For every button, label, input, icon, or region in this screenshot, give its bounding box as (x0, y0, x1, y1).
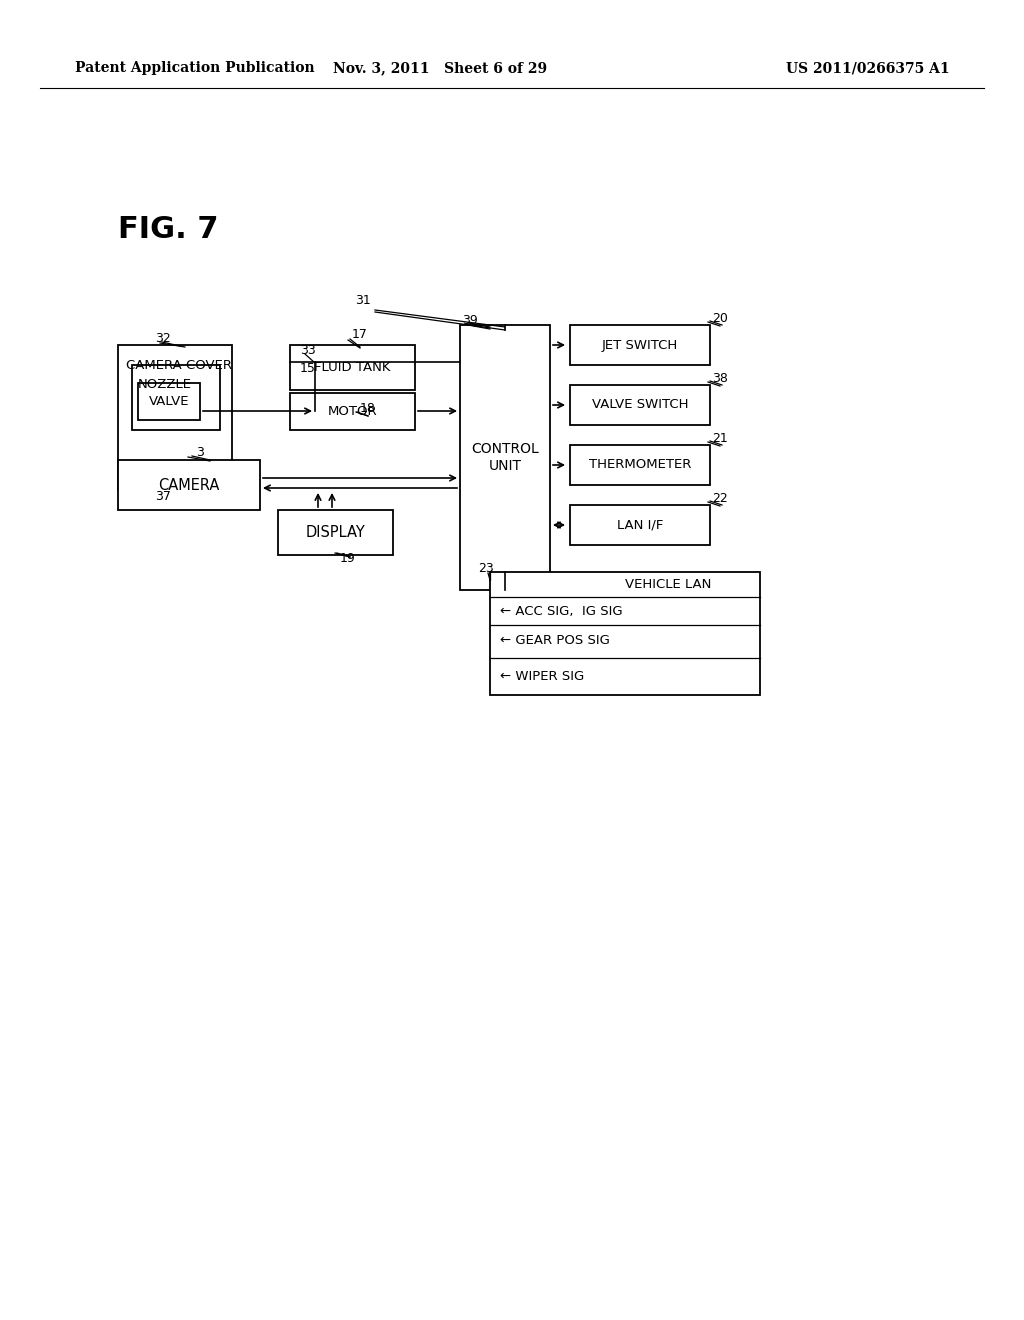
Text: 39: 39 (462, 314, 478, 326)
Text: 20: 20 (712, 312, 728, 325)
Bar (570, 325, 710, 366)
Bar (118, 459, 260, 510)
Text: 31: 31 (355, 293, 371, 306)
Text: JET SWITCH: JET SWITCH (602, 338, 678, 351)
Bar (290, 393, 415, 430)
Text: 19: 19 (340, 552, 355, 565)
Bar (460, 325, 550, 590)
Text: 33: 33 (300, 343, 315, 356)
Text: 18: 18 (360, 401, 376, 414)
Bar (570, 506, 710, 545)
Text: FLUID TANK: FLUID TANK (314, 360, 391, 374)
Text: Nov. 3, 2011   Sheet 6 of 29: Nov. 3, 2011 Sheet 6 of 29 (333, 61, 547, 75)
Text: 38: 38 (712, 371, 728, 384)
Bar (138, 383, 200, 420)
Text: 37: 37 (155, 490, 171, 503)
Text: THERMOMETER: THERMOMETER (589, 458, 691, 471)
Text: 15: 15 (300, 362, 315, 375)
Text: NOZZLE: NOZZLE (138, 378, 193, 391)
Text: LAN I/F: LAN I/F (616, 519, 664, 532)
Text: ← GEAR POS SIG: ← GEAR POS SIG (500, 635, 610, 648)
Text: FIG. 7: FIG. 7 (118, 215, 218, 244)
Text: CAMERA COVER: CAMERA COVER (126, 359, 232, 372)
Bar (290, 345, 415, 389)
Bar (118, 345, 232, 490)
Text: 3: 3 (196, 446, 204, 458)
Text: DISPLAY: DISPLAY (305, 525, 366, 540)
Text: US 2011/0266375 A1: US 2011/0266375 A1 (786, 61, 950, 75)
Bar (278, 510, 393, 554)
Bar (570, 445, 710, 484)
Bar (570, 385, 710, 425)
Text: 32: 32 (155, 331, 171, 345)
Text: Patent Application Publication: Patent Application Publication (75, 61, 314, 75)
Text: MOTOR: MOTOR (328, 405, 377, 418)
Bar (132, 366, 220, 430)
Text: VALVE SWITCH: VALVE SWITCH (592, 399, 688, 412)
Text: ← WIPER SIG: ← WIPER SIG (500, 669, 585, 682)
Text: VEHICLE LAN: VEHICLE LAN (625, 578, 712, 591)
Text: CAMERA: CAMERA (159, 478, 220, 492)
Text: CONTROL
UNIT: CONTROL UNIT (471, 442, 539, 473)
Bar (490, 572, 760, 696)
Text: ← ACC SIG,  IG SIG: ← ACC SIG, IG SIG (500, 605, 623, 618)
Text: 22: 22 (712, 491, 728, 504)
Text: VALVE: VALVE (148, 395, 189, 408)
Text: 17: 17 (352, 329, 368, 342)
Text: 21: 21 (712, 432, 728, 445)
Text: 23: 23 (478, 561, 494, 574)
